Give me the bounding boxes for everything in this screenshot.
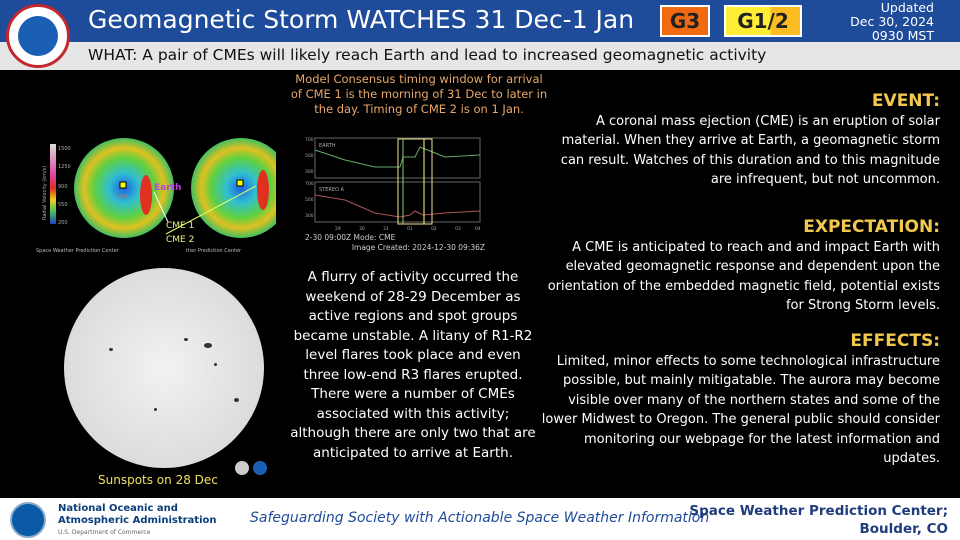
noaa-logo: [10, 502, 46, 538]
what-text: WHAT: A pair of CMEs will likely reach E…: [88, 46, 767, 64]
g1-2-badge: G1/2: [724, 5, 802, 37]
panel-label-earth: EARTH: [319, 143, 336, 149]
y-tick: 500: [305, 153, 314, 159]
cme1-label: CME 1: [166, 221, 194, 231]
effects-section: EFFECTS: Limited, minor effects to some …: [540, 331, 940, 469]
wsa-enlil-model-image: 1500 1250 900 550 200 Radial Velocity (k…: [36, 138, 276, 254]
noaa-department: U.S. Department of Commerce: [58, 529, 151, 536]
g3-badge: G3: [660, 5, 710, 37]
sunspot-caption: Sunspots on 28 Dec: [98, 473, 218, 487]
colorbar-tick: 200: [58, 220, 68, 226]
timing-window-box: [397, 138, 433, 225]
stereo-velocity-line: [314, 194, 481, 218]
y-tick: 700: [305, 181, 314, 187]
swpc-location: Space Weather Prediction Center; Boulder,…: [689, 503, 948, 537]
footer: National Oceanic and Atmospheric Administ…: [0, 498, 960, 540]
expectation-heading: EXPECTATION:: [803, 217, 940, 237]
updated-date: Dec 30, 2024: [850, 14, 934, 29]
velocity-timeline-plot: EARTH STEREO A 700 500 300 700 500 300 29 30 3…: [305, 137, 485, 252]
event-heading: EVENT:: [871, 91, 940, 111]
updated-label: Updated: [880, 0, 934, 15]
header-bar: Geomagnetic Storm WATCHES 31 Dec-1 Jan G…: [0, 0, 960, 43]
y-tick: 300: [305, 169, 314, 175]
plot-footer-right: Image Created: 2024-12-30 09:36Z: [352, 243, 485, 252]
cme2-label: CME 2: [166, 235, 194, 245]
x-tick: 04: [475, 226, 481, 232]
colorbar: [50, 144, 56, 224]
wsa-credit-2: ther Prediction Center: [186, 248, 242, 254]
panel-label-stereo-a: STEREO A: [319, 187, 345, 193]
y-tick: 700: [305, 137, 314, 143]
what-bar: WHAT: A pair of CMEs will likely reach E…: [0, 42, 960, 70]
event-section: EVENT: A coronal mass ejection (CME) is …: [540, 91, 940, 190]
colorbar-tick: 900: [58, 184, 68, 190]
colorbar-tick: 1250: [58, 164, 71, 170]
activity-summary: A flurry of activity occurred the weeken…: [290, 269, 536, 461]
earth-velocity-line: [314, 146, 481, 168]
updated-time: 0930 MST: [871, 28, 934, 43]
effects-text: Limited, minor effects to some technolog…: [541, 353, 940, 467]
noaa-name: National Oceanic and Atmospheric Administ…: [58, 503, 217, 526]
nws-logo: [6, 4, 70, 68]
x-tick: 29: [335, 226, 341, 232]
plot-footer-left: 2-30 09:00Z Mode: CME: [305, 233, 396, 242]
x-tick: 30: [359, 226, 365, 232]
slogan: Safeguarding Society with Actionable Spa…: [250, 510, 710, 526]
colorbar-tick: 550: [58, 202, 68, 208]
colorbar-label: Radial Velocity (km/s): [42, 166, 48, 220]
event-text: A coronal mass ejection (CME) is an erup…: [560, 113, 940, 188]
page-title: Geomagnetic Storm WATCHES 31 Dec-1 Jan: [88, 5, 635, 34]
expectation-text: A CME is anticipated to reach and and im…: [547, 239, 940, 314]
y-tick: 300: [305, 213, 314, 219]
x-tick: 31: [383, 226, 389, 232]
agency-logos: [235, 461, 267, 475]
wsa-credit: Space Weather Prediction Center: [36, 248, 120, 254]
expectation-section: EXPECTATION: A CME is anticipated to rea…: [540, 217, 940, 316]
sun-label: Sun: [116, 193, 128, 200]
sunspot-image: [64, 268, 264, 468]
updated-timestamp: Updated Dec 30, 2024 0930 MST: [850, 1, 934, 43]
x-tick: 03: [455, 226, 461, 232]
earth-label: Earth: [154, 183, 181, 193]
x-tick: 02: [431, 226, 437, 232]
y-tick: 500: [305, 197, 314, 203]
effects-heading: EFFECTS:: [850, 331, 940, 351]
x-tick: 01: [407, 226, 413, 232]
model-consensus-text: Model Consensus timing window for arriva…: [290, 72, 548, 116]
colorbar-tick: 1500: [58, 146, 71, 152]
